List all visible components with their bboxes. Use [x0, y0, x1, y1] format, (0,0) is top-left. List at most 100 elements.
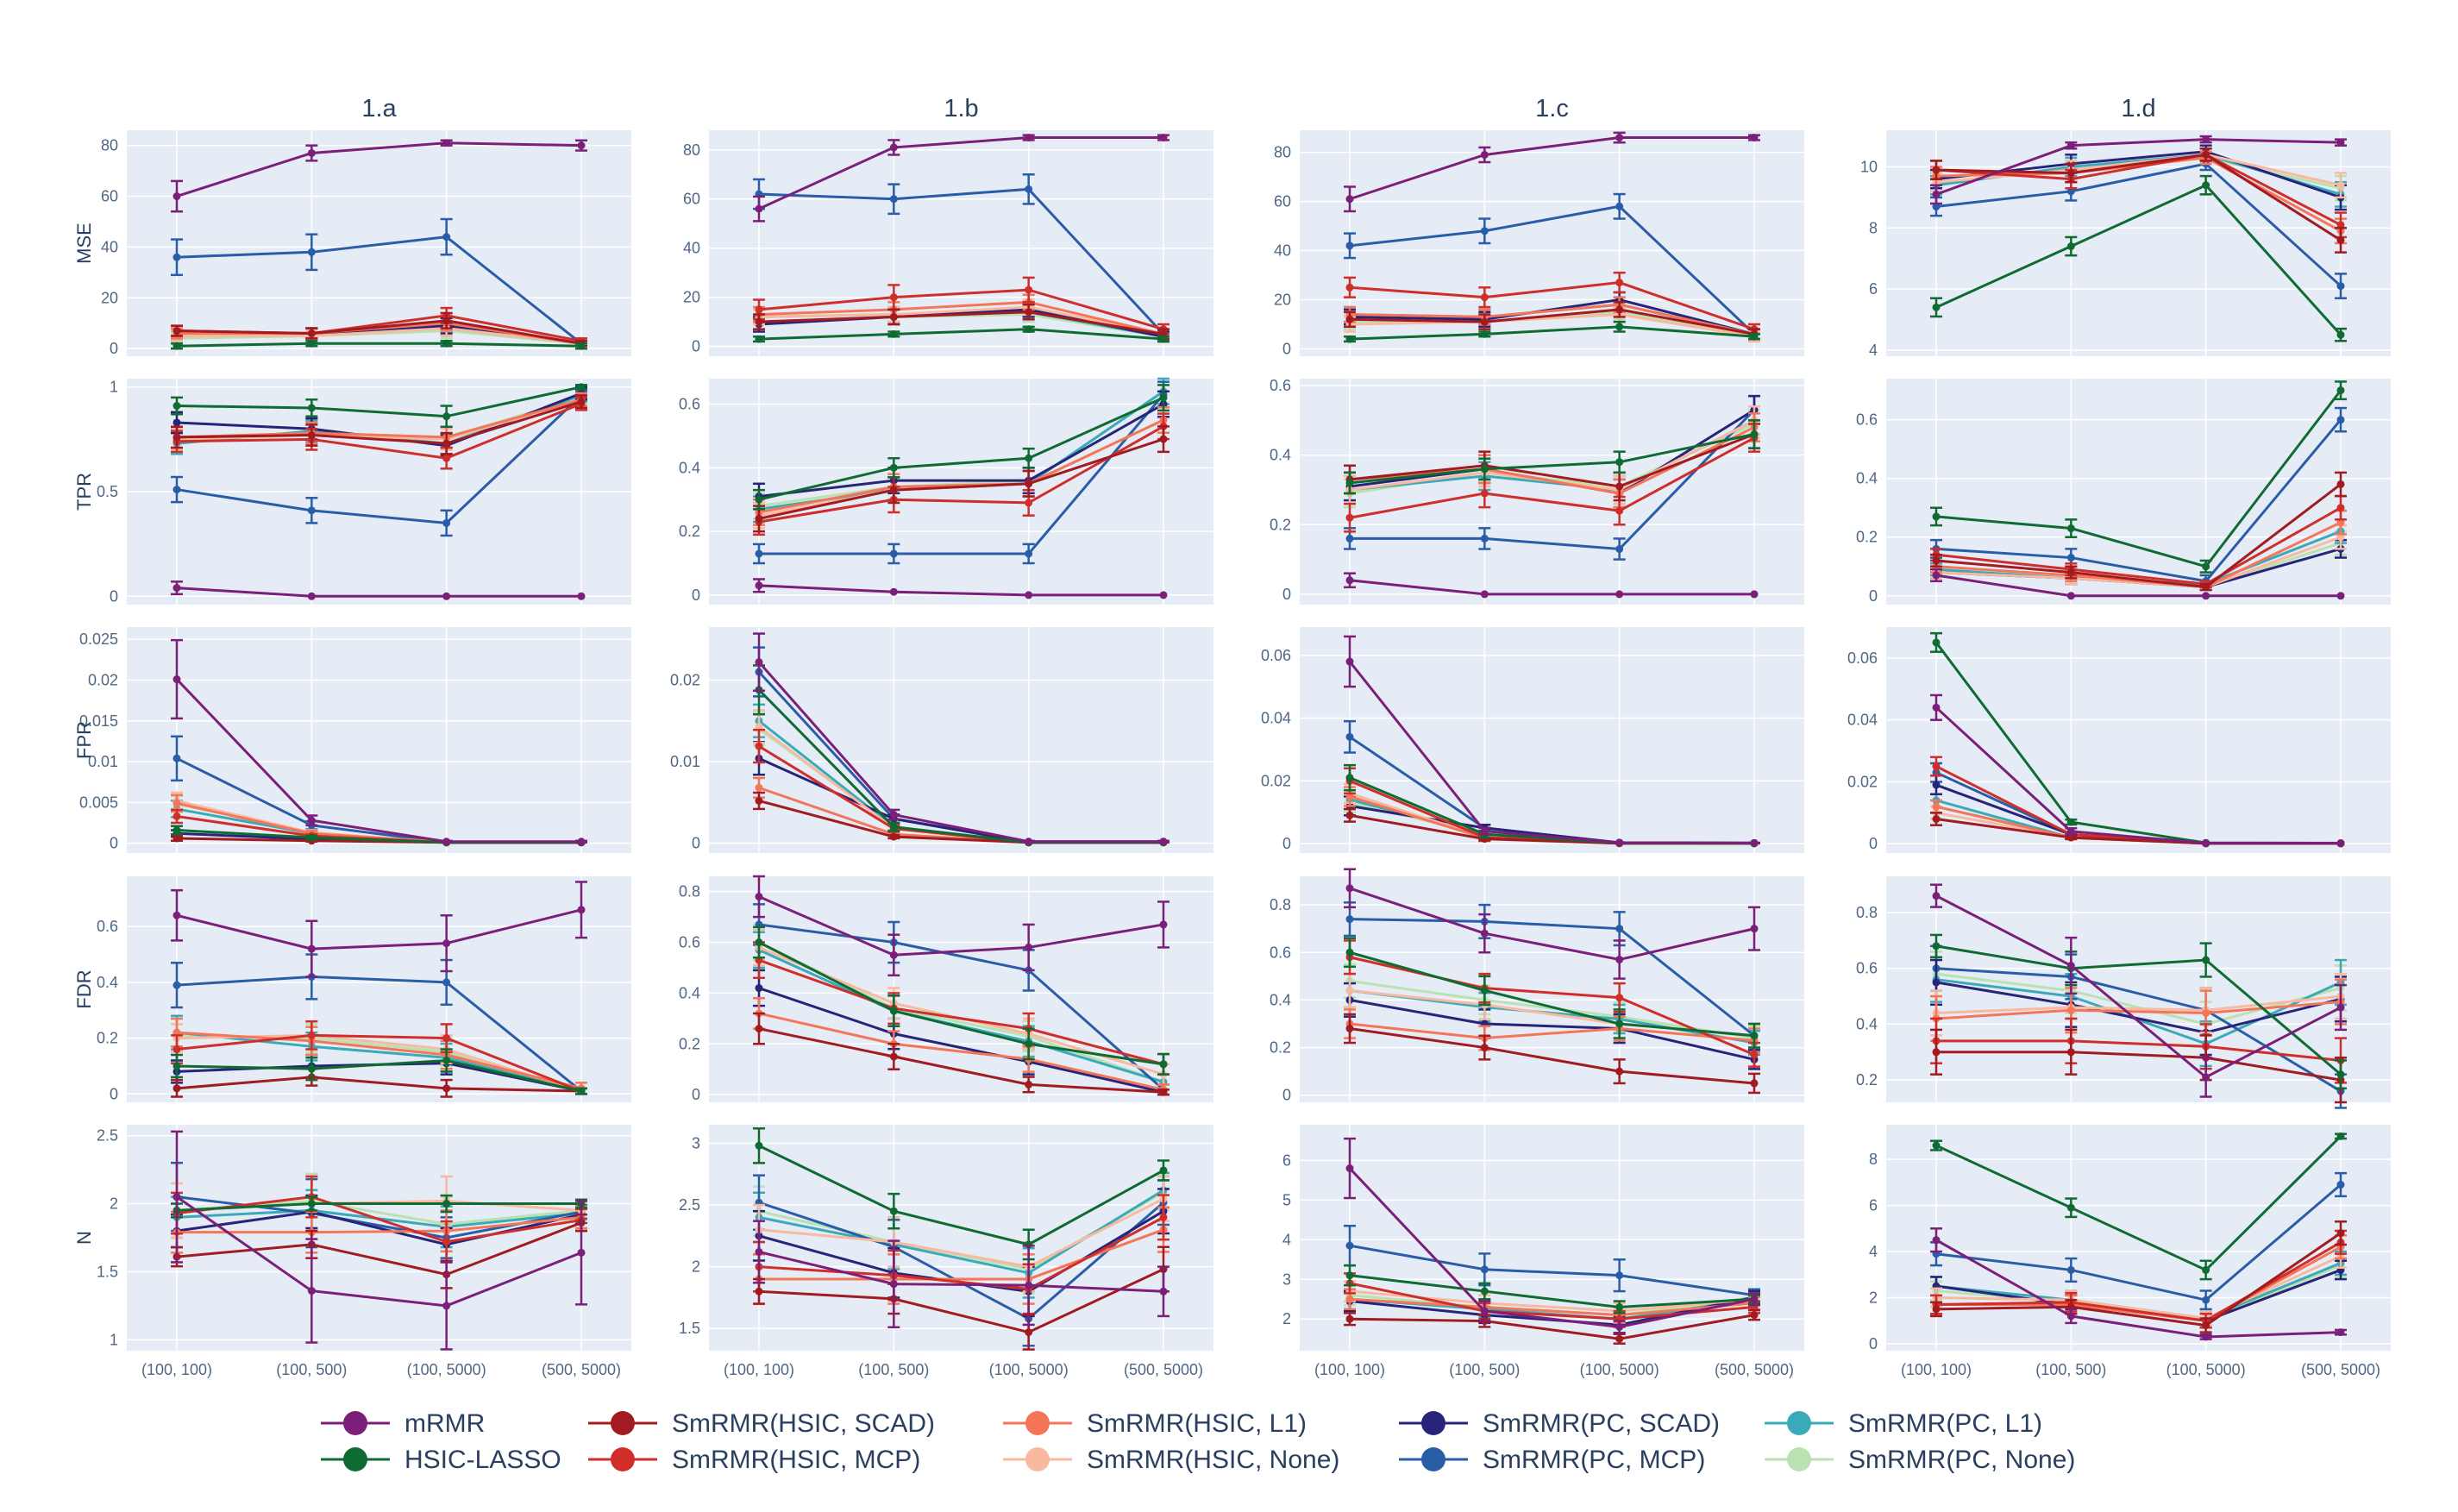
- y-tick-label: 8: [1869, 1151, 1878, 1168]
- data-point: [1615, 134, 1624, 142]
- panel-background: [1886, 379, 2391, 605]
- series-line: [1935, 483, 2342, 589]
- series-mrmr: [1344, 635, 1760, 847]
- legend-item-smrmr-hsic-l1[interactable]: SmRMR(HSIC, L1): [1003, 1409, 1307, 1438]
- series-line: [1936, 1051, 2342, 1082]
- data-point: [1480, 489, 1489, 498]
- data-point: [1480, 465, 1489, 474]
- legend-item-smrmr-hsic-scad[interactable]: SmRMR(HSIC, SCAD): [588, 1409, 935, 1438]
- legend-item-smrmr-pc-scad[interactable]: SmRMR(PC, SCAD): [1399, 1409, 1720, 1438]
- data-point: [1345, 986, 1354, 994]
- series-line: [1935, 1183, 2342, 1302]
- row-label-fpr: FPR: [73, 721, 95, 759]
- data-point: [2202, 1265, 2210, 1274]
- data-point: [889, 329, 898, 338]
- data-point: [1615, 1302, 1624, 1311]
- y-tick-label: 0: [1282, 1087, 1291, 1104]
- y-tick-label: 3: [692, 1134, 700, 1151]
- series-line: [758, 1144, 1164, 1246]
- legend-label: SmRMR(HSIC, L1): [1087, 1409, 1307, 1438]
- data-point: [1615, 323, 1624, 331]
- panel-1-d-n: 0 2 4 6 8 (100, 100) (100, 500) (100, 5000) (500…: [1869, 1125, 2391, 1378]
- data-point: [1480, 1265, 1489, 1274]
- legend-item-smrmr-hsic-none[interactable]: SmRMR(HSIC, None): [1003, 1446, 1339, 1474]
- data-point: [307, 944, 316, 953]
- series-mrmr: [1344, 868, 1760, 980]
- x-tick-label: (100, 5000): [1580, 1361, 1659, 1378]
- data-point: [1345, 793, 1354, 800]
- data-point: [1750, 1311, 1759, 1320]
- data-point: [2202, 839, 2210, 848]
- row-labels: MSE TPR FPR FDR N: [73, 223, 95, 1245]
- data-point: [1750, 134, 1759, 142]
- series-mrmr: [171, 139, 587, 213]
- y-tick-label: 0.5: [97, 483, 118, 500]
- legend-marker: [343, 1447, 367, 1471]
- legend-item-smrmr-hsic-mcp[interactable]: SmRMR(HSIC, MCP): [588, 1446, 920, 1474]
- data-point: [2336, 504, 2345, 512]
- series-line: [1348, 1167, 1755, 1328]
- panel-background: [1300, 1125, 1804, 1351]
- data-point: [172, 327, 181, 336]
- data-point: [1750, 838, 1759, 847]
- series-hsic-lasso: [1344, 320, 1760, 343]
- y-tick-label: 0: [692, 587, 700, 604]
- panel-1-c-fdr: 0 0.2 0.4 0.6 0.8: [1270, 868, 1804, 1104]
- panel-1-d-fpr: 0 0.02 0.04 0.06: [1847, 627, 2391, 853]
- data-point: [172, 433, 181, 442]
- series-line: [758, 987, 1164, 1094]
- y-tick-label: 5: [1282, 1191, 1291, 1208]
- data-point: [1025, 325, 1033, 334]
- y-tick-label: 0: [1282, 586, 1291, 603]
- data-point: [307, 431, 316, 439]
- data-point: [1345, 242, 1354, 250]
- series-mrmr: [171, 1130, 587, 1351]
- series-line: [176, 386, 582, 418]
- y-tick-label: 4: [1869, 1243, 1878, 1260]
- series-smrmr-hsic-scad: [1930, 1220, 2347, 1333]
- series-line: [1349, 579, 1754, 596]
- panel-background: [709, 627, 1213, 853]
- data-point: [2066, 1006, 2075, 1014]
- data-point: [172, 826, 181, 835]
- legend-label: SmRMR(HSIC, None): [1087, 1446, 1339, 1474]
- series-line: [175, 678, 581, 844]
- y-tick-label: 1.5: [679, 1320, 700, 1337]
- y-tick-label: 0: [110, 340, 118, 357]
- series-line: [1935, 894, 2342, 1079]
- data-point: [577, 342, 586, 350]
- legend[interactable]: mRMR HSIC-LASSO SmRMR(HSIC, SCAD) SmRMR(HSI…: [321, 1409, 2075, 1474]
- series-line: [176, 394, 583, 524]
- legend-item-smrmr-pc-l1[interactable]: SmRMR(PC, L1): [1765, 1409, 2042, 1438]
- y-tick-label: 0.02: [1847, 773, 1878, 790]
- y-tick-label: 80: [683, 141, 700, 159]
- data-point: [442, 1056, 451, 1064]
- data-point: [307, 329, 316, 338]
- data-point: [1750, 430, 1759, 438]
- data-point: [1932, 1048, 1941, 1057]
- data-point: [1480, 317, 1489, 326]
- legend-item-smrmr-pc-mcp[interactable]: SmRMR(PC, MCP): [1399, 1446, 1705, 1474]
- y-tick-label: 0: [1869, 587, 1878, 605]
- series-smrmr-hsic-mcp: [1930, 494, 2347, 588]
- series-line: [1935, 506, 2342, 586]
- series-line: [176, 342, 582, 348]
- legend-item-smrmr-pc-none[interactable]: SmRMR(PC, None): [1765, 1446, 2075, 1474]
- legend-item-hsic-lasso[interactable]: HSIC-LASSO: [321, 1446, 561, 1474]
- y-tick-label: 0.02: [88, 671, 118, 688]
- series-line: [758, 425, 1164, 524]
- panel-1-b-fdr: 0 0.2 0.4 0.6 0.8: [679, 875, 1213, 1103]
- y-tick-label: 0.2: [1856, 529, 1878, 546]
- y-tick-label: 0.6: [679, 396, 700, 413]
- y-tick-label: 0.8: [1270, 896, 1291, 913]
- data-point: [172, 418, 181, 427]
- x-tick-label: (100, 5000): [989, 1361, 1069, 1378]
- y-tick-label: 60: [683, 191, 700, 208]
- data-point: [2202, 135, 2210, 144]
- panel-background: [1300, 379, 1804, 605]
- y-tick-label: 0.8: [679, 883, 700, 900]
- series-line: [758, 418, 1164, 514]
- legend-item-mrmr[interactable]: mRMR: [321, 1409, 485, 1438]
- column-titles: 1.a 1.b 1.c 1.d: [361, 95, 2155, 122]
- y-tick-label: 6: [1869, 280, 1878, 298]
